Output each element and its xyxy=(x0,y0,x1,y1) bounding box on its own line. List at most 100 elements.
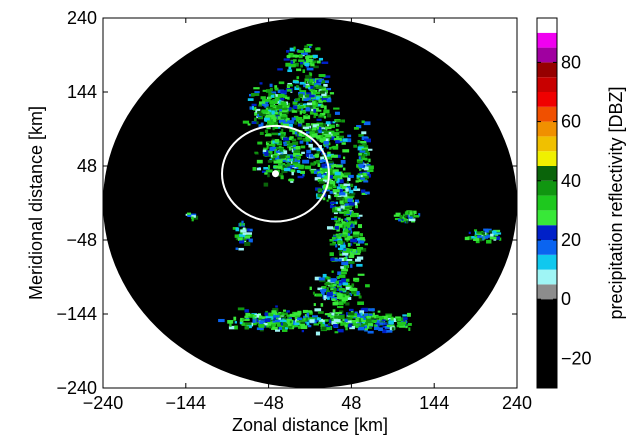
echo xyxy=(239,319,244,324)
echo xyxy=(295,156,302,159)
echo xyxy=(365,191,370,195)
echo xyxy=(267,169,273,173)
echo xyxy=(331,217,337,221)
echo xyxy=(251,313,258,317)
echo xyxy=(348,308,354,312)
echo xyxy=(339,138,343,141)
echo xyxy=(336,124,340,127)
echo xyxy=(340,159,346,164)
echo xyxy=(293,151,296,156)
echo xyxy=(361,319,367,323)
x-tick-label: −48 xyxy=(253,393,284,413)
echo xyxy=(244,326,250,330)
colorbar-tick-label: 20 xyxy=(561,230,581,250)
echo xyxy=(320,138,326,143)
echo xyxy=(328,160,334,164)
echo xyxy=(240,238,247,241)
echo xyxy=(245,232,253,235)
echo xyxy=(376,315,383,319)
echo xyxy=(367,148,373,151)
echo xyxy=(309,89,313,92)
echo xyxy=(258,124,263,128)
echo xyxy=(285,327,289,330)
echo xyxy=(341,218,344,223)
echo xyxy=(342,250,347,255)
echo xyxy=(318,173,322,177)
echo xyxy=(269,100,277,104)
echo xyxy=(319,90,325,94)
echo xyxy=(339,171,343,175)
echo xyxy=(309,73,313,76)
echo xyxy=(296,320,303,324)
echo xyxy=(315,147,319,150)
echo xyxy=(282,107,288,111)
echo xyxy=(301,105,307,109)
echo xyxy=(282,320,286,325)
echo xyxy=(313,319,320,322)
echo xyxy=(278,317,281,322)
echo xyxy=(337,139,343,143)
echo xyxy=(256,159,263,164)
echo xyxy=(359,168,362,171)
echo xyxy=(252,167,257,171)
echo xyxy=(238,223,246,227)
echo xyxy=(275,305,278,308)
echo xyxy=(349,252,355,256)
echo xyxy=(353,126,359,130)
echo xyxy=(297,50,305,53)
echo xyxy=(358,152,363,156)
echo xyxy=(285,107,292,111)
echo xyxy=(347,177,351,181)
echo xyxy=(313,129,320,134)
echo xyxy=(291,107,295,111)
echo xyxy=(344,319,348,323)
echo xyxy=(347,312,355,316)
echo xyxy=(348,255,355,259)
echo xyxy=(302,159,310,164)
echo xyxy=(317,193,323,198)
echo xyxy=(247,123,251,126)
echo xyxy=(361,307,369,312)
echo xyxy=(359,248,367,252)
colorbar-frame xyxy=(536,17,558,389)
echo xyxy=(362,157,368,161)
echo xyxy=(280,133,284,137)
echo xyxy=(262,99,269,102)
echo xyxy=(275,152,281,156)
echo xyxy=(339,184,344,187)
echo xyxy=(336,186,343,190)
echo xyxy=(234,321,237,324)
echo xyxy=(348,260,355,264)
echo xyxy=(303,84,307,88)
echo xyxy=(315,331,321,336)
echo xyxy=(345,227,351,230)
echo xyxy=(341,119,346,123)
echo xyxy=(274,107,280,111)
echo xyxy=(254,106,257,111)
echo xyxy=(328,194,331,199)
echo xyxy=(242,223,245,226)
echo xyxy=(327,94,331,98)
echo xyxy=(355,214,360,217)
echo xyxy=(357,173,362,176)
echo xyxy=(332,301,338,306)
echo xyxy=(327,153,334,157)
echo xyxy=(287,166,293,169)
echo xyxy=(264,172,268,175)
echo xyxy=(358,144,366,148)
echo xyxy=(264,318,271,322)
echo xyxy=(316,125,320,130)
echo xyxy=(317,60,321,64)
echo xyxy=(263,182,269,187)
echo xyxy=(293,59,297,62)
echo xyxy=(265,100,269,104)
echo xyxy=(354,324,357,328)
echo xyxy=(464,236,470,241)
echo xyxy=(487,228,492,232)
echo xyxy=(300,52,308,56)
echo xyxy=(277,68,283,71)
echo xyxy=(323,116,327,119)
echo xyxy=(247,324,252,329)
echo xyxy=(337,271,342,276)
echo xyxy=(377,310,381,313)
